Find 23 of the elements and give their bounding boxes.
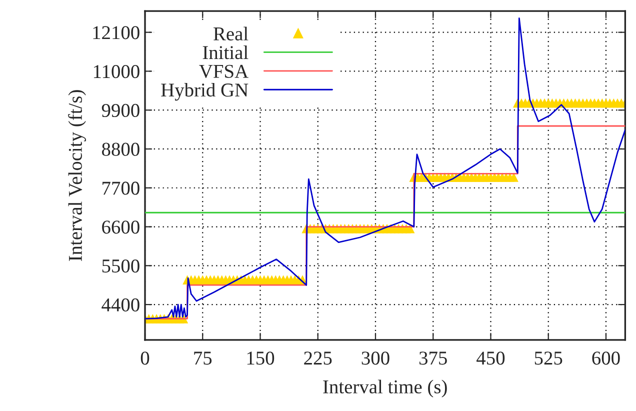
x-tick-label: 600 [592,352,620,365]
y-tick-label: 9900 [102,104,140,118]
y-axis-title: Interval Velocity (ft/s) [68,90,86,262]
x-tick-label: 0 [140,352,150,365]
x-tick-label: 525 [534,352,562,365]
x-tick-label: 450 [476,352,505,365]
y-tick-label: 5500 [102,259,140,273]
y-tick-label: 12100 [93,26,140,40]
y-tick-label: 8800 [102,142,140,156]
x-tick-label: 225 [304,352,332,365]
legend-label: Hybrid GN [161,82,248,101]
x-tick-label: 150 [247,352,274,365]
y-tick-label: 11000 [94,65,140,78]
x-tick-label: 375 [419,352,447,365]
legend-label: Real [214,26,248,40]
legend-label: Initial [202,45,248,60]
x-tick-label: 75 [194,352,212,365]
y-tick-label: 6600 [102,220,140,234]
y-tick-label: 4400 [102,298,140,312]
y-tick-label: 7700 [102,182,140,195]
x-axis-title: Interval time (s) [323,380,447,398]
legend-label: VFSA [199,64,248,78]
x-tick-label: 300 [362,352,390,365]
